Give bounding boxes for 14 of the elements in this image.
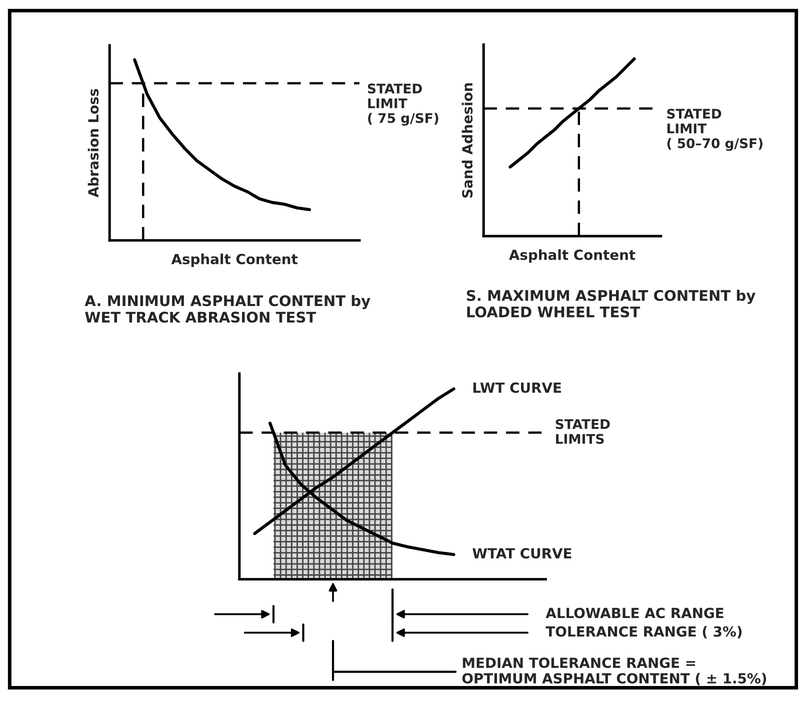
text: A. MINIMUM ASPHALT CONTENT by WET TRACK ABRASION TEST <box>84 294 370 323</box>
series-label: WTAT CURVE <box>472 548 572 559</box>
text: ALLOWABLE AC RANGE <box>546 608 724 618</box>
y-axis-title: Abrasion Loss <box>88 88 99 198</box>
ref-line-label: STATED LIMITS <box>556 419 610 444</box>
x-axis-title: Asphalt Content <box>171 254 298 267</box>
y-axis-title: Sand Adhesion <box>462 83 473 198</box>
ref-line-label: STATED LIMIT ( 50–70 g/SF) <box>667 108 762 151</box>
ref-line-label: STATED LIMIT ( 75 g/SF) <box>368 84 438 126</box>
text: TOLERANCE RANGE ( 3%) <box>546 626 742 638</box>
text: MEDIAN TOLERANCE RANGE = OPTIMUM ASPHALT CONTENT ( ± 1.5%) <box>462 658 766 686</box>
series-label: LWT CURVE <box>473 382 561 393</box>
text: S. MAXIMUM ASPHALT CONTENT by LOADED WHEEL TEST <box>466 290 756 318</box>
x-axis-title: Asphalt Content <box>509 249 636 263</box>
